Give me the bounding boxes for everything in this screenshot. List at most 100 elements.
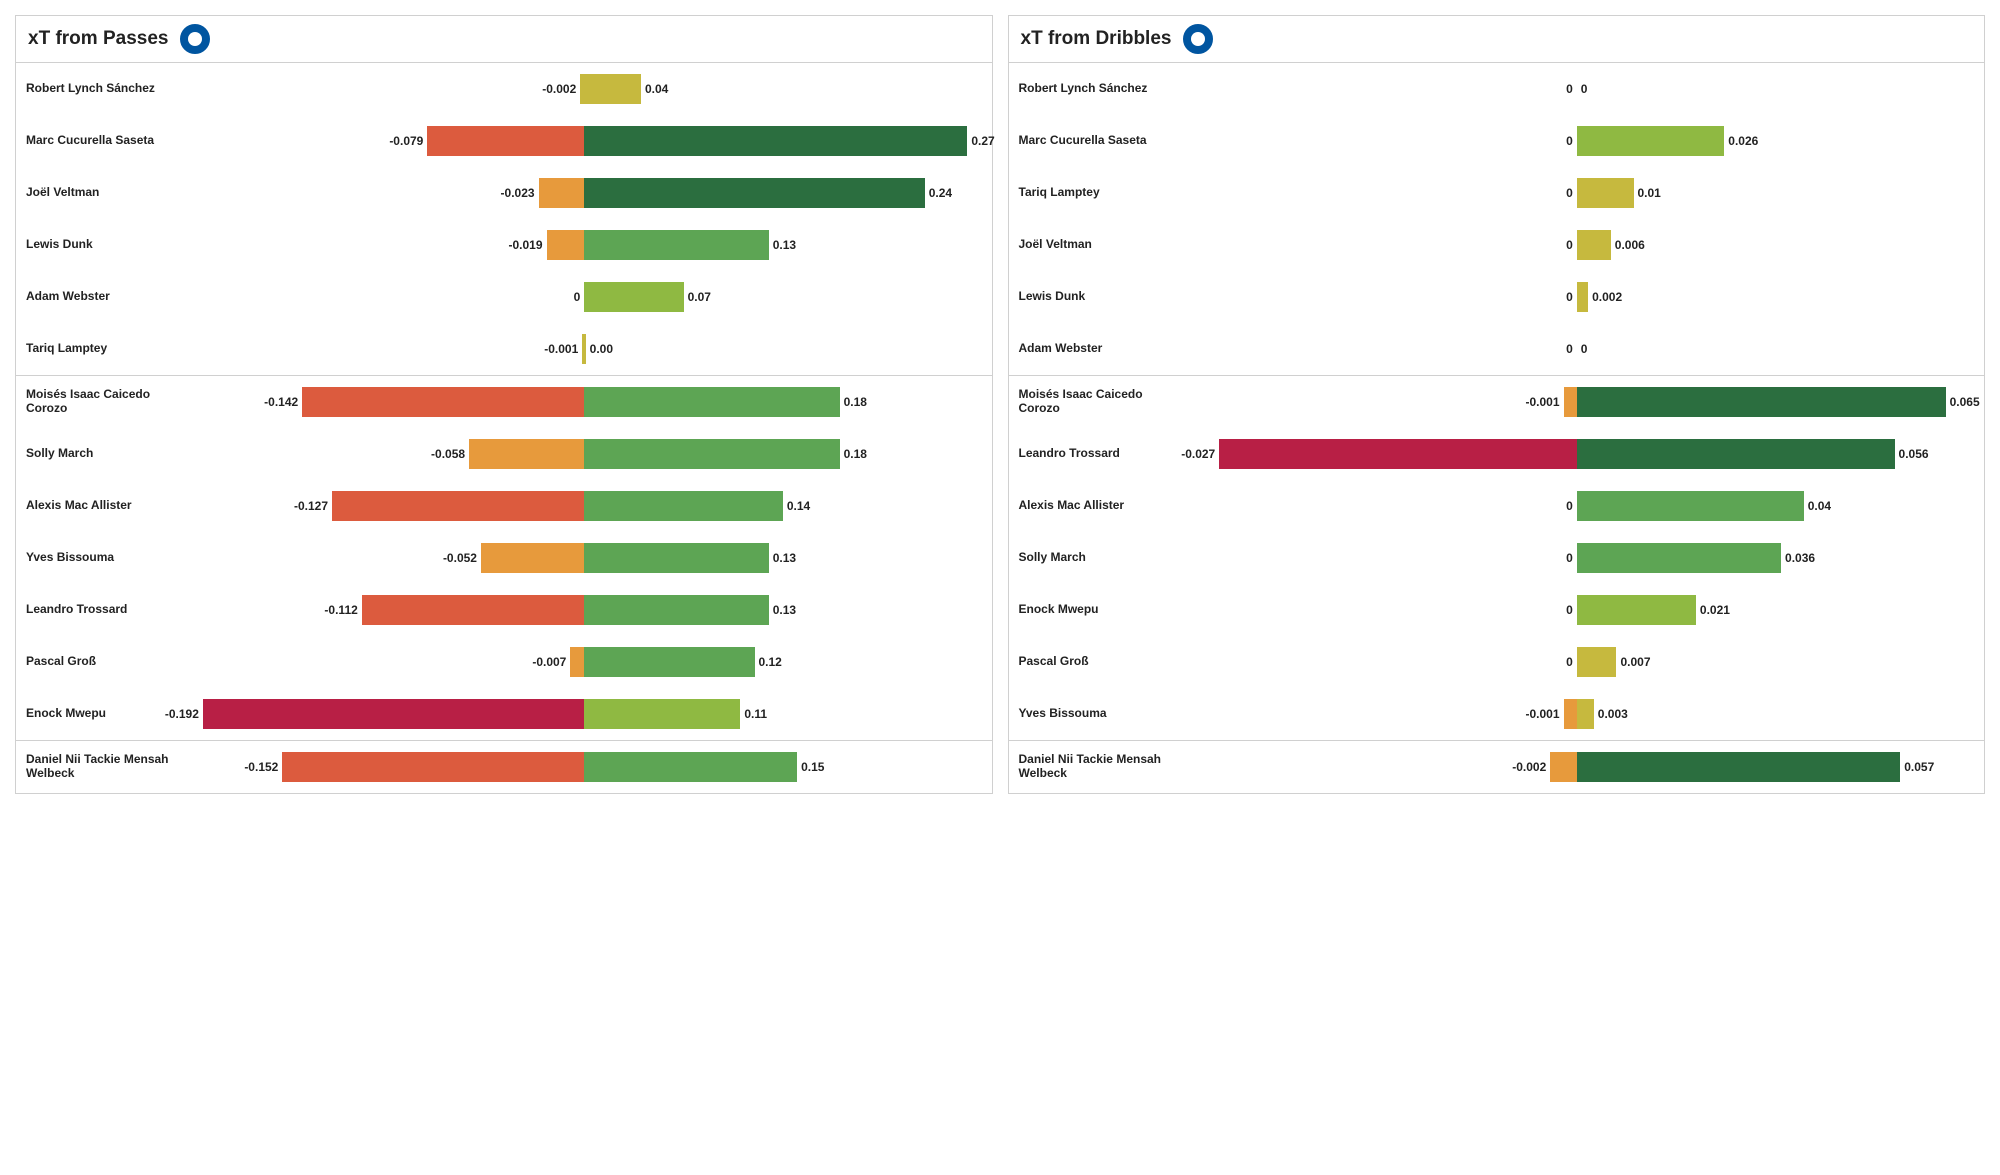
positive-bar	[584, 74, 641, 104]
chart-row: Leandro Trossard-0.1120.13	[16, 584, 992, 636]
bar-area: 00.01	[1180, 178, 1975, 208]
negative-value-label: -0.058	[431, 447, 465, 461]
player-name: Joël Veltman	[1019, 238, 1180, 252]
chart-row: Robert Lynch Sánchez00	[1009, 63, 1985, 115]
bar-area: -0.1270.14	[187, 491, 982, 521]
positive-value-label: 0.04	[645, 82, 668, 96]
negative-value-label: -0.001	[1525, 707, 1559, 721]
player-name: Alexis Mac Allister	[1019, 499, 1180, 513]
positive-bar	[584, 178, 925, 208]
player-name: Lewis Dunk	[1019, 290, 1180, 304]
positive-bar	[584, 230, 768, 260]
positive-bar	[1577, 491, 1804, 521]
positive-bar	[584, 387, 839, 417]
panel-header: xT from Dribbles	[1009, 16, 1985, 63]
negative-value-label: 0	[1566, 186, 1573, 200]
bar-area: -0.0010.003	[1180, 699, 1975, 729]
positive-bar	[1577, 647, 1617, 677]
player-name: Tariq Lamptey	[1019, 186, 1180, 200]
negative-value-label: -0.192	[165, 707, 199, 721]
player-name: Daniel Nii Tackie Mensah Welbeck	[26, 753, 187, 781]
negative-bar	[547, 230, 585, 260]
negative-value-label: -0.002	[542, 82, 576, 96]
player-name: Moisés Isaac Caicedo Corozo	[26, 388, 187, 416]
negative-value-label: 0	[1566, 134, 1573, 148]
bar-area: -0.112 0.13	[187, 595, 982, 625]
negative-value-label: 0	[1566, 603, 1573, 617]
panel-title: xT from Dribbles	[1021, 28, 1172, 50]
bar-area: -0.152 0.15	[187, 752, 982, 782]
positive-value-label: 0.01	[1637, 186, 1660, 200]
positive-bar	[1577, 595, 1696, 625]
positive-value-label: 0.007	[1620, 655, 1650, 669]
positive-value-label: 0.13	[773, 551, 796, 565]
chart-row: Daniel Nii Tackie Mensah Welbeck -0.152 0.…	[16, 740, 992, 793]
bar-area: -0.0230.24	[187, 178, 982, 208]
chart-row: Marc Cucurella Saseta-0.0790.27	[16, 115, 992, 167]
positive-bar	[1577, 282, 1588, 312]
chart-row: Moisés Isaac Caicedo Corozo-0.1420.18	[16, 375, 992, 428]
positive-bar	[1577, 387, 1946, 417]
chart-row: Joël Veltman-0.0230.24	[16, 167, 992, 219]
player-name: Joël Veltman	[26, 186, 187, 200]
player-name: Marc Cucurella Saseta	[26, 134, 187, 148]
chart-rows: Robert Lynch Sánchez-0.0020.04Marc Cucur…	[16, 63, 992, 793]
player-name: Enock Mwepu	[1019, 603, 1180, 617]
positive-bar	[584, 282, 683, 312]
positive-bar	[1577, 699, 1594, 729]
chart-row: Adam Webster00	[1009, 323, 1985, 375]
player-name: Lewis Dunk	[26, 238, 187, 252]
positive-value-label: 0.036	[1785, 551, 1815, 565]
chart-row: Tariq Lamptey00.01	[1009, 167, 1985, 219]
player-name: Solly March	[1019, 551, 1180, 565]
bar-area: 00.021	[1180, 595, 1975, 625]
chart-row: Pascal Groß-0.0070.12	[16, 636, 992, 688]
player-name: Enock Mwepu	[26, 707, 187, 721]
negative-value-label: 0	[1566, 290, 1573, 304]
positive-bar	[584, 752, 797, 782]
positive-bar	[584, 647, 754, 677]
bar-area: 00.07	[187, 282, 982, 312]
bar-area: 0 0.002	[1180, 282, 1975, 312]
panel-header: xT from Passes	[16, 16, 992, 63]
positive-value-label: 0.27	[971, 134, 994, 148]
bar-area: -0.0270.056	[1180, 439, 1975, 469]
player-name: Moisés Isaac Caicedo Corozo	[1019, 388, 1180, 416]
negative-value-label: -0.002	[1512, 760, 1546, 774]
chart-row: Enock Mwepu-0.192 0.11	[16, 688, 992, 740]
positive-value-label: 0	[1581, 82, 1588, 96]
positive-value-label: 0.002	[1592, 290, 1622, 304]
chart-row: Pascal Groß00.007	[1009, 636, 1985, 688]
negative-value-label: -0.023	[501, 186, 535, 200]
positive-value-label: 0.13	[773, 603, 796, 617]
negative-bar	[282, 752, 584, 782]
positive-bar	[1577, 439, 1895, 469]
negative-value-label: 0	[1566, 551, 1573, 565]
positive-bar	[584, 439, 839, 469]
negative-value-label: -0.027	[1181, 447, 1215, 461]
player-name: Tariq Lamptey	[26, 342, 187, 356]
positive-value-label: 0.026	[1728, 134, 1758, 148]
chart-row: Adam Webster00.07	[16, 271, 992, 323]
positive-value-label: 0.15	[801, 760, 824, 774]
negative-bar	[332, 491, 584, 521]
negative-value-label: 0	[574, 290, 581, 304]
player-name: Yves Bissouma	[26, 551, 187, 565]
bar-area: 00	[1180, 334, 1975, 364]
negative-value-label: -0.001	[1525, 395, 1559, 409]
chart-rows: Robert Lynch Sánchez00Marc Cucurella Sas…	[1009, 63, 1985, 793]
positive-value-label: 0.04	[1808, 499, 1831, 513]
chart-row: Yves Bissouma-0.0520.13	[16, 532, 992, 584]
positive-bar	[1577, 126, 1725, 156]
negative-value-label: -0.152	[244, 760, 278, 774]
negative-bar	[1564, 699, 1577, 729]
negative-value-label: -0.112	[324, 603, 357, 617]
player-name: Pascal Groß	[1019, 655, 1180, 669]
positive-value-label: 0.006	[1615, 238, 1645, 252]
chart-row: Enock Mwepu00.021	[1009, 584, 1985, 636]
player-name: Yves Bissouma	[1019, 707, 1180, 721]
positive-bar	[1577, 230, 1611, 260]
positive-value-label: 0.00	[590, 342, 613, 356]
positive-value-label: 0.11	[744, 707, 767, 721]
player-name: Adam Webster	[1019, 342, 1180, 356]
